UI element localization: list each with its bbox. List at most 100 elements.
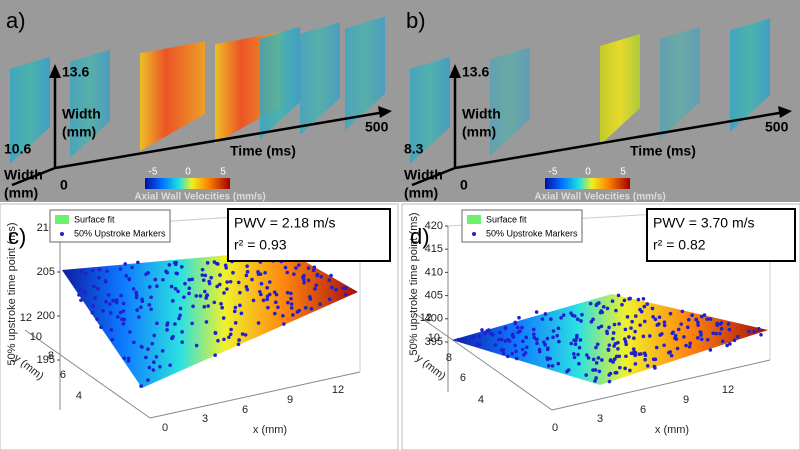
marker bbox=[616, 346, 620, 351]
volume-slab bbox=[10, 56, 50, 164]
marker bbox=[222, 337, 226, 342]
marker bbox=[543, 312, 548, 316]
legend-swatch bbox=[55, 215, 69, 224]
marker bbox=[144, 272, 148, 277]
marker bbox=[641, 296, 646, 301]
marker bbox=[281, 313, 285, 318]
marker bbox=[629, 326, 633, 330]
marker bbox=[517, 315, 521, 320]
label: 0 bbox=[185, 167, 191, 178]
marker bbox=[642, 304, 647, 309]
marker bbox=[523, 351, 528, 355]
marker bbox=[191, 304, 195, 309]
marker bbox=[575, 333, 579, 338]
marker bbox=[272, 311, 277, 316]
marker bbox=[551, 335, 555, 340]
label: 50% upstroke time point (ms) bbox=[6, 222, 18, 365]
marker bbox=[595, 342, 600, 347]
marker bbox=[628, 296, 632, 301]
marker bbox=[511, 332, 515, 337]
marker bbox=[238, 303, 242, 308]
label: Width bbox=[4, 167, 43, 183]
marker bbox=[565, 369, 569, 374]
marker bbox=[594, 345, 598, 350]
marker bbox=[506, 337, 510, 342]
marker bbox=[90, 311, 95, 315]
volume-slab bbox=[70, 49, 110, 158]
label: a) bbox=[6, 8, 26, 33]
marker bbox=[297, 263, 301, 267]
marker bbox=[557, 339, 561, 344]
marker bbox=[719, 326, 724, 331]
marker bbox=[190, 321, 194, 326]
marker bbox=[513, 343, 517, 348]
marker bbox=[283, 265, 288, 270]
marker bbox=[524, 335, 529, 340]
marker bbox=[147, 285, 152, 289]
surface-fit bbox=[62, 250, 358, 388]
marker bbox=[213, 353, 217, 357]
label: 500 bbox=[765, 119, 789, 135]
label: 10.6 bbox=[4, 141, 31, 157]
label: r² = 0.82 bbox=[653, 237, 706, 253]
marker bbox=[312, 265, 317, 270]
marker bbox=[714, 331, 719, 336]
marker bbox=[169, 284, 174, 289]
marker bbox=[510, 351, 515, 356]
marker bbox=[146, 378, 150, 382]
marker bbox=[699, 337, 704, 342]
marker bbox=[643, 357, 647, 362]
volume-slab bbox=[600, 34, 640, 145]
marker bbox=[130, 265, 134, 270]
label: 500 bbox=[365, 119, 389, 135]
marker bbox=[289, 296, 293, 301]
colorbar bbox=[145, 178, 230, 189]
marker bbox=[498, 330, 502, 335]
marker bbox=[608, 358, 613, 363]
marker bbox=[272, 290, 277, 294]
legend-swatch bbox=[467, 215, 481, 224]
marker bbox=[638, 307, 642, 312]
marker bbox=[506, 354, 510, 359]
marker bbox=[116, 315, 120, 319]
marker bbox=[289, 306, 294, 310]
marker bbox=[705, 338, 710, 342]
marker bbox=[625, 315, 630, 319]
marker bbox=[614, 354, 619, 359]
marker bbox=[265, 297, 269, 302]
marker bbox=[555, 333, 559, 338]
marker bbox=[273, 300, 278, 305]
marker bbox=[627, 335, 631, 339]
arrowhead bbox=[49, 64, 61, 78]
label: 50% Upstroke Markers bbox=[486, 228, 578, 238]
marker bbox=[158, 364, 162, 369]
marker bbox=[607, 379, 612, 384]
marker bbox=[628, 368, 632, 373]
marker bbox=[662, 343, 666, 348]
marker bbox=[259, 292, 263, 297]
marker bbox=[173, 322, 177, 326]
label: 6 bbox=[460, 372, 466, 384]
marker bbox=[121, 322, 126, 326]
stats-box bbox=[227, 208, 391, 262]
axis bbox=[411, 166, 456, 187]
volume-slab bbox=[300, 22, 340, 135]
marker bbox=[488, 331, 493, 336]
marker bbox=[152, 333, 157, 338]
marker bbox=[204, 320, 209, 324]
label: 420 bbox=[425, 220, 443, 232]
marker bbox=[702, 313, 707, 317]
marker bbox=[289, 291, 293, 296]
marker bbox=[200, 267, 205, 272]
marker bbox=[680, 309, 685, 314]
marker bbox=[503, 325, 508, 330]
marker bbox=[178, 306, 183, 311]
marker bbox=[611, 336, 615, 341]
marker bbox=[485, 328, 490, 333]
marker bbox=[622, 298, 627, 303]
marker bbox=[591, 368, 595, 372]
label: 9 bbox=[287, 394, 293, 406]
marker bbox=[607, 343, 612, 347]
marker bbox=[520, 325, 524, 330]
marker bbox=[78, 287, 83, 292]
